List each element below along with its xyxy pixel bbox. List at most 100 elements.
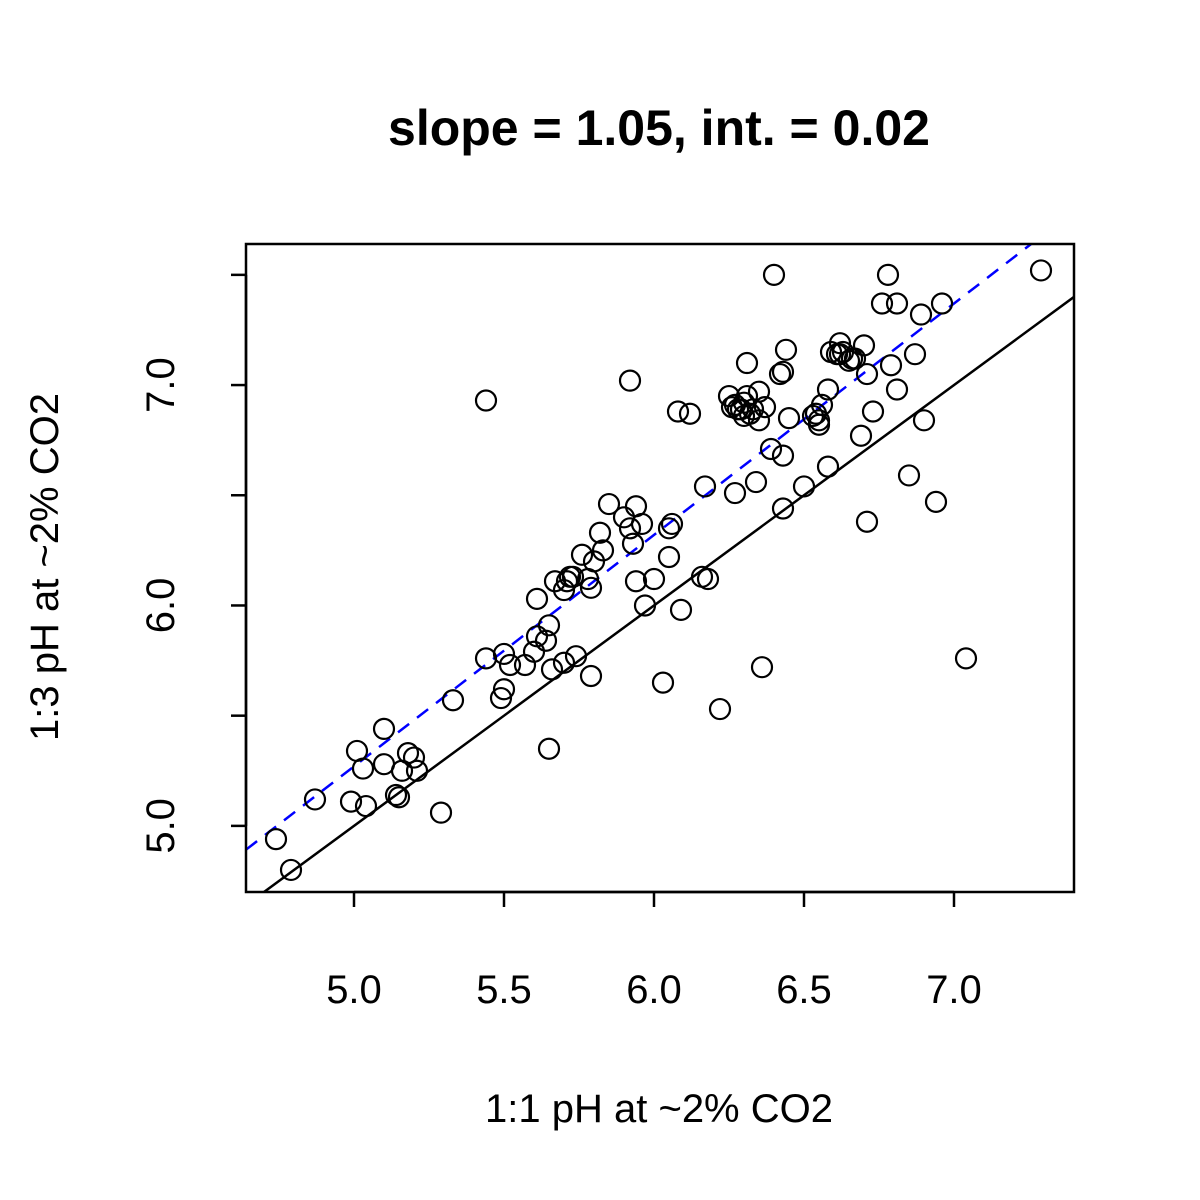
- fit-line: [246, 244, 1034, 851]
- data-point: [339, 790, 363, 813]
- data-point: [747, 409, 771, 432]
- data-point: [630, 512, 654, 536]
- data-point: [855, 362, 879, 386]
- data-point: [708, 697, 732, 721]
- data-point: [903, 343, 927, 366]
- data-point: [579, 664, 603, 688]
- data-point: [384, 783, 408, 807]
- chart-title: slope = 1.05, int. = 0.02: [388, 100, 930, 156]
- data-point: [816, 455, 840, 478]
- y-axis-label: 1:3 pH at ~2% CO2: [23, 393, 67, 741]
- data-point: [747, 380, 771, 403]
- data-point: [540, 658, 564, 681]
- y-tick-label: 5.0: [139, 798, 183, 854]
- data-point: [525, 587, 549, 610]
- data-point: [855, 510, 879, 533]
- data-point: [492, 678, 516, 701]
- data-point: [429, 801, 453, 824]
- data-point: [498, 653, 522, 677]
- data-point: [762, 263, 786, 286]
- data-point: [777, 407, 801, 430]
- data-point: [810, 393, 834, 416]
- data-point: [405, 759, 429, 782]
- data-point: [555, 570, 579, 593]
- data-point: [1029, 259, 1053, 282]
- data-point: [930, 292, 954, 315]
- data-point: [753, 396, 777, 419]
- data-point: [744, 470, 768, 494]
- data-point: [897, 464, 921, 487]
- data-point: [657, 545, 681, 569]
- data-point: [816, 378, 840, 401]
- x-axis: 5.0 5.5 6.0 6.5 7.0: [326, 890, 982, 1012]
- data-point: [876, 263, 900, 286]
- x-tick-label: 5.0: [326, 968, 382, 1012]
- data-point: [579, 576, 603, 599]
- data-point: [861, 400, 885, 423]
- data-point: [534, 629, 558, 652]
- data-point: [264, 828, 288, 851]
- data-point: [537, 614, 561, 637]
- data-point: [696, 567, 720, 591]
- data-point: [396, 742, 420, 765]
- data-point: [588, 521, 612, 544]
- data-point: [489, 686, 513, 710]
- data-point: [735, 351, 759, 375]
- data-point: [912, 409, 936, 432]
- data-point: [474, 389, 498, 412]
- y-tick-label: 6.0: [139, 578, 183, 634]
- data-point: [633, 594, 657, 617]
- data-point: [771, 444, 795, 467]
- data-point: [372, 717, 396, 740]
- y-tick-label: 7.0: [139, 357, 183, 413]
- data-point: [693, 475, 717, 498]
- data-point: [387, 786, 411, 809]
- data-points: [264, 259, 1053, 882]
- data-point: [852, 334, 876, 357]
- data-point: [750, 656, 774, 679]
- data-point: [666, 400, 690, 423]
- data-point: [792, 475, 816, 498]
- data-point: [870, 292, 894, 315]
- data-point: [591, 539, 615, 562]
- x-axis-label: 1:1 pH at ~2% CO2: [485, 1087, 833, 1131]
- identity-line: [261, 295, 1074, 892]
- data-point: [759, 437, 783, 461]
- data-point: [909, 303, 933, 326]
- reference-lines: [246, 244, 1074, 892]
- x-tick-label: 5.5: [476, 968, 532, 1012]
- data-point: [660, 512, 684, 536]
- data-point: [651, 671, 675, 694]
- data-point: [735, 384, 759, 408]
- data-point: [642, 567, 666, 591]
- x-tick-label: 7.0: [926, 968, 982, 1012]
- data-point: [828, 332, 852, 355]
- data-point: [771, 497, 795, 520]
- plot-frame: [244, 242, 1076, 894]
- data-point: [768, 362, 792, 386]
- data-point: [954, 647, 978, 670]
- data-point: [303, 788, 327, 811]
- data-point: [618, 369, 642, 392]
- data-point: [597, 492, 621, 516]
- data-point: [279, 858, 303, 882]
- data-point: [879, 354, 903, 377]
- x-tick-label: 6.5: [776, 968, 832, 1012]
- data-point: [678, 402, 702, 425]
- data-point: [885, 292, 909, 315]
- data-point: [624, 570, 648, 593]
- data-point: [351, 757, 375, 780]
- data-point: [657, 517, 681, 540]
- data-point: [621, 532, 645, 555]
- data-point: [669, 598, 693, 621]
- x-tick-label: 6.0: [626, 968, 682, 1012]
- data-point: [618, 517, 642, 540]
- data-point: [570, 543, 594, 566]
- data-point: [402, 746, 426, 769]
- data-point: [537, 737, 561, 760]
- data-point: [924, 490, 948, 513]
- data-point: [354, 794, 378, 818]
- data-point: [774, 338, 798, 361]
- data-point: [522, 640, 546, 663]
- data-point: [723, 481, 747, 505]
